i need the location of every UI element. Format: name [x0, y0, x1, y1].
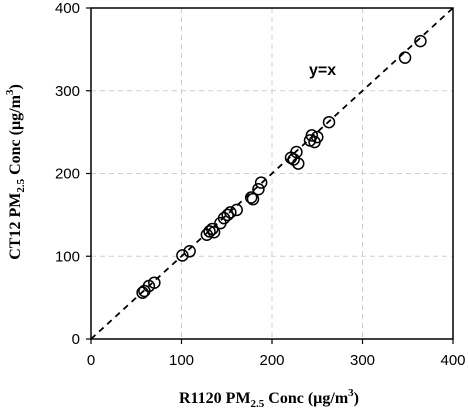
- data-point: [322, 115, 336, 129]
- data-point: [291, 157, 305, 170]
- data-point: [414, 34, 427, 48]
- x-tick-label: 0: [87, 352, 95, 369]
- y-tick-label: 200: [55, 166, 80, 183]
- x-tick-label: 100: [169, 352, 194, 369]
- y-tick-label: 100: [55, 248, 80, 265]
- data-point: [246, 192, 260, 206]
- data-point: [311, 130, 324, 144]
- data-point: [305, 129, 319, 142]
- data-point: [398, 51, 412, 64]
- data-point: [136, 286, 149, 299]
- y-axis-title: CT12 PM2.5 Conc (µg/m3): [4, 84, 27, 260]
- data-point: [203, 225, 216, 238]
- x-tick-label: 200: [259, 352, 284, 369]
- x-axis-title: R1120 PM2.5 Conc (µg/m3): [179, 387, 359, 410]
- data-point: [224, 206, 237, 219]
- data-point: [148, 276, 161, 289]
- data-point: [230, 203, 243, 217]
- data-point: [290, 145, 303, 159]
- data-point: [287, 153, 300, 166]
- data-point: [252, 182, 265, 196]
- data-points: [136, 34, 427, 299]
- data-point: [176, 249, 189, 262]
- data-point: [254, 176, 268, 189]
- data-point: [207, 226, 221, 239]
- y-axis-ticks: 0 100 200 300 400: [55, 0, 91, 348]
- x-tick-label: 400: [440, 352, 465, 369]
- data-point: [244, 191, 258, 204]
- y-tick-label: 400: [55, 0, 80, 17]
- y-tick-label: 0: [72, 331, 80, 348]
- x-axis-ticks: 0 100 200 300 400: [87, 339, 466, 369]
- x-tick-label: 300: [350, 352, 375, 369]
- y-tick-label: 300: [55, 83, 80, 100]
- data-point: [183, 245, 196, 258]
- reference-line-label: y=x: [309, 62, 336, 79]
- y-equals-x-reference-line: [90, 7, 454, 340]
